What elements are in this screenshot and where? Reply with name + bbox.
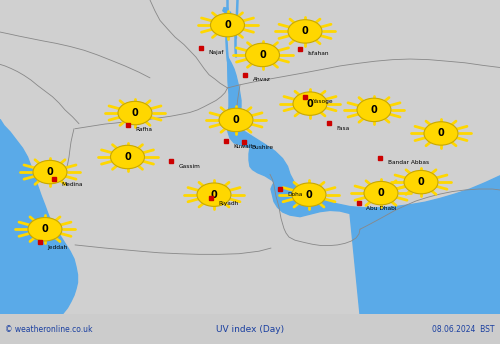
Text: 0: 0 <box>306 99 314 109</box>
Text: 0: 0 <box>378 188 384 198</box>
Text: Bandar Abbas: Bandar Abbas <box>388 160 428 165</box>
Polygon shape <box>0 119 78 314</box>
Circle shape <box>293 92 327 115</box>
Text: Ahvaz: Ahvaz <box>252 77 270 83</box>
Text: 0: 0 <box>132 108 138 118</box>
Text: 0: 0 <box>259 50 266 60</box>
Polygon shape <box>222 7 229 14</box>
Text: Isfahan: Isfahan <box>308 51 329 56</box>
Text: Abu Dhabi: Abu Dhabi <box>366 206 397 211</box>
Text: 0: 0 <box>124 152 131 162</box>
Circle shape <box>288 20 322 43</box>
Text: 0: 0 <box>232 115 239 125</box>
Circle shape <box>210 13 244 37</box>
Circle shape <box>424 122 458 145</box>
Text: 0: 0 <box>418 177 424 187</box>
Circle shape <box>292 183 326 206</box>
Circle shape <box>404 170 438 194</box>
Text: Yasoge: Yasoge <box>312 99 333 105</box>
Text: 0: 0 <box>224 20 231 30</box>
Text: Doha: Doha <box>288 192 303 197</box>
Bar <box>0 314 500 344</box>
Circle shape <box>118 101 152 125</box>
Text: 0: 0 <box>438 128 444 138</box>
Text: Jeddah: Jeddah <box>48 245 68 250</box>
Polygon shape <box>228 114 240 126</box>
Circle shape <box>33 160 67 184</box>
Text: 08.06.2024  BST: 08.06.2024 BST <box>432 324 495 333</box>
Text: Gassim: Gassim <box>178 163 201 169</box>
Text: Fasa: Fasa <box>336 126 350 131</box>
Circle shape <box>364 181 398 205</box>
Circle shape <box>28 217 62 241</box>
Text: 0: 0 <box>306 190 312 200</box>
Text: Riyadh: Riyadh <box>218 201 239 206</box>
Circle shape <box>197 183 231 206</box>
Polygon shape <box>228 56 500 314</box>
Text: 0: 0 <box>302 26 308 36</box>
Text: Bushire: Bushire <box>251 145 273 150</box>
Circle shape <box>246 43 280 67</box>
Text: Kuwait: Kuwait <box>234 144 253 149</box>
Text: Najaf: Najaf <box>208 51 224 55</box>
Circle shape <box>219 108 253 132</box>
Text: © weatheronline.co.uk: © weatheronline.co.uk <box>5 324 92 333</box>
Circle shape <box>110 145 144 169</box>
Text: 0: 0 <box>42 224 48 234</box>
Text: UV index (Day): UV index (Day) <box>216 324 284 333</box>
Text: 0: 0 <box>46 167 54 177</box>
Text: 0: 0 <box>210 190 218 200</box>
Text: Medina: Medina <box>61 182 82 187</box>
Text: Rafha: Rafha <box>135 127 152 132</box>
Text: 0: 0 <box>370 105 378 115</box>
Circle shape <box>357 98 391 121</box>
